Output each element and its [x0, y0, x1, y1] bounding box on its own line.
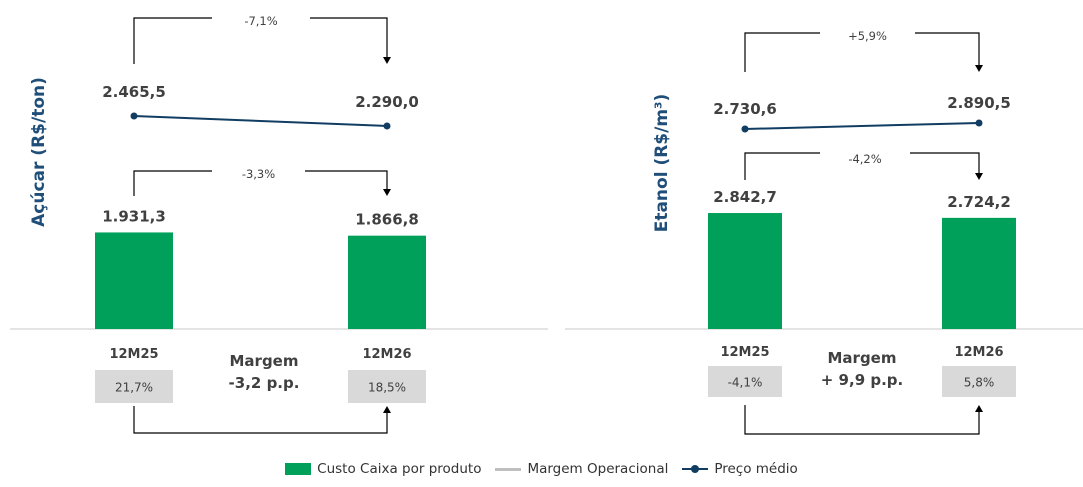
legend-swatch-margin	[495, 467, 522, 471]
price-label: 2.730,6	[713, 100, 777, 118]
price-line	[133, 115, 388, 127]
bar-label: 1.866,8	[355, 211, 419, 229]
category-label: 12M25	[109, 347, 158, 362]
bar-label: 1.931,3	[102, 207, 166, 225]
cost-change-bracket-arrow	[975, 173, 983, 180]
legend-swatch-price	[682, 463, 709, 475]
price-change-bracket-left	[133, 17, 212, 64]
margin-change: -3,2 p.p.	[229, 374, 300, 392]
category-label: 12M26	[954, 345, 1003, 360]
price-change-bracket-right	[310, 17, 388, 58]
price-line	[744, 122, 980, 130]
etanol-panel: Etanol (R$/m³) 2.842,7 2.724,2 2.730,6 2.890…	[565, 29, 1083, 435]
margin-box	[708, 366, 782, 397]
bar-label: 2.842,7	[713, 188, 777, 206]
price-point	[383, 122, 391, 130]
acucar-panel: Açúcar (R$/ton) 1.931,3 1.866,8 2.465,5 2.29…	[10, 14, 548, 434]
legend-item-cost: Custo Caixa por produto	[285, 461, 481, 477]
margin-title: Margem	[828, 349, 897, 367]
price-label: 2.890,5	[947, 94, 1011, 112]
cost-change-bracket-left	[744, 152, 820, 180]
margin-box	[95, 370, 173, 403]
bar-cost-12M26	[942, 217, 1016, 329]
y-axis-title: Etanol (R$/m³)	[652, 94, 672, 233]
bar-label: 2.724,2	[947, 193, 1011, 211]
margin-bracket-arrow	[383, 406, 391, 413]
y-axis-title: Açúcar (R$/ton)	[29, 77, 49, 227]
cost-change-bracket-pct: -4,2%	[848, 152, 881, 166]
category-label: 12M26	[362, 347, 411, 362]
margin-value: -4,1%	[728, 376, 763, 390]
margin-bracket	[133, 406, 388, 434]
price-change-bracket-right	[915, 32, 980, 66]
price-change-bracket-pct: +5,9%	[848, 29, 887, 43]
price-point	[975, 119, 983, 127]
margin-value: 18,5%	[368, 381, 406, 395]
bar-cost-12M26	[348, 235, 426, 329]
margin-bracket	[744, 405, 980, 435]
margin-title: Margem	[230, 352, 299, 370]
price-label: 2.465,5	[102, 83, 166, 101]
price-change-bracket-arrow	[975, 65, 983, 72]
legend-label-cost: Custo Caixa por produto	[317, 461, 482, 477]
cost-change-bracket-pct: -3,3%	[242, 167, 275, 181]
bar-cost-12M25	[708, 213, 782, 329]
margin-value: 5,8%	[964, 376, 995, 390]
margin-change: + 9,9 p.p.	[821, 371, 903, 389]
price-change-bracket-arrow	[383, 57, 391, 64]
price-change-bracket-left	[744, 32, 820, 72]
price-point	[741, 125, 749, 133]
margin-box	[942, 366, 1016, 397]
legend-label-margin: Margem Operacional	[527, 461, 669, 477]
cost-change-bracket-left	[133, 170, 212, 196]
price-point	[130, 112, 138, 120]
bar-cost-12M25	[95, 232, 173, 329]
price-change-bracket-pct: -7,1%	[244, 14, 277, 28]
margin-bracket-arrow	[975, 405, 983, 412]
legend-label-price: Preço médio	[714, 461, 798, 477]
cost-change-bracket-right	[910, 152, 980, 174]
legend-swatch-cost	[285, 463, 312, 475]
legend-item-price: Preço médio	[682, 461, 798, 477]
margin-value: 21,7%	[115, 381, 153, 395]
cost-change-bracket-arrow	[383, 189, 391, 196]
margin-box	[348, 370, 426, 403]
chart-legend: Custo Caixa por produto Margem Operacion…	[0, 456, 1083, 482]
category-label: 12M25	[720, 345, 769, 360]
price-label: 2.290,0	[355, 93, 419, 111]
cost-change-bracket-right	[305, 170, 388, 190]
legend-item-margin: Margem Operacional	[495, 461, 668, 477]
